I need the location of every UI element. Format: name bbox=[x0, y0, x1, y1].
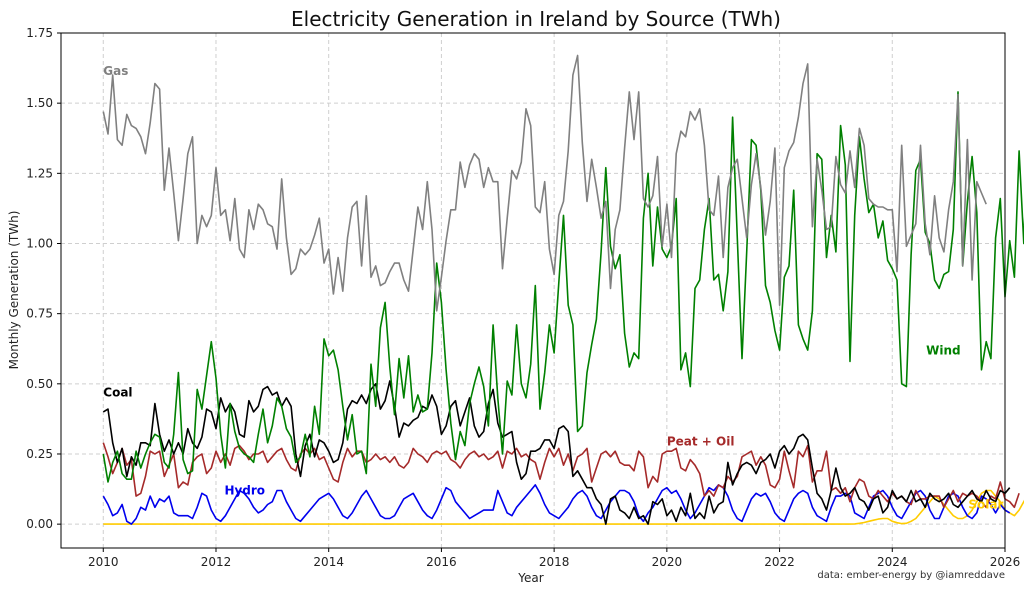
series-line-peat-oil bbox=[102, 442, 1020, 509]
x-tick-label: 2012 bbox=[201, 555, 232, 569]
series-line-wind bbox=[102, 91, 1024, 483]
y-tick-label: 0.50 bbox=[26, 377, 53, 391]
series-layer bbox=[102, 54, 1024, 525]
x-tick-label: 2018 bbox=[539, 555, 570, 569]
series-label-wind: Wind bbox=[926, 343, 960, 357]
series-label-peat-oil: Peat + Oil bbox=[667, 435, 735, 449]
series-label-hydro: Hydro bbox=[224, 484, 265, 498]
y-tick-label: 1.50 bbox=[26, 96, 53, 110]
y-tick-label: 0.00 bbox=[26, 517, 53, 531]
chart-title: Electricity Generation in Ireland by Sou… bbox=[291, 7, 781, 31]
series-label-coal: Coal bbox=[103, 385, 132, 399]
grid bbox=[61, 32, 1006, 548]
series-line-gas bbox=[102, 54, 987, 312]
series-line-coal bbox=[102, 380, 1011, 525]
x-tick-label: 2024 bbox=[877, 555, 908, 569]
y-tick-label: 0.25 bbox=[26, 447, 53, 461]
x-tick-label: 2016 bbox=[426, 555, 457, 569]
y-tick-label: 1.00 bbox=[26, 236, 53, 250]
x-tick-label: 2010 bbox=[88, 555, 119, 569]
credit-text: data: ember-energy by @iamreddave bbox=[817, 570, 1005, 581]
y-tick-label: 1.75 bbox=[26, 26, 53, 40]
x-tick-label: 2020 bbox=[652, 555, 683, 569]
y-tick-label: 1.25 bbox=[26, 166, 53, 180]
x-tick-label: 2014 bbox=[313, 555, 344, 569]
x-tick-label: 2026 bbox=[990, 555, 1021, 569]
tick-layer: 2010 2012 2014 2016 2018 2020 2022 2024 2026 0.00… bbox=[26, 26, 1020, 569]
y-axis-label: Monthly Generation (TWh) bbox=[7, 211, 21, 370]
x-tick-label: 2022 bbox=[764, 555, 795, 569]
series-line-hydro bbox=[102, 484, 1011, 525]
plot-frame bbox=[60, 32, 1006, 549]
x-axis-label: Year bbox=[517, 571, 543, 585]
series-labels: Gas Coal Hydro Peat + Oil Wind Solar bbox=[103, 64, 1003, 512]
series-label-gas: Gas bbox=[103, 64, 128, 78]
y-tick-label: 0.75 bbox=[26, 307, 53, 321]
series-label-solar: Solar bbox=[968, 498, 1003, 512]
series-line-solar bbox=[103, 489, 1024, 525]
